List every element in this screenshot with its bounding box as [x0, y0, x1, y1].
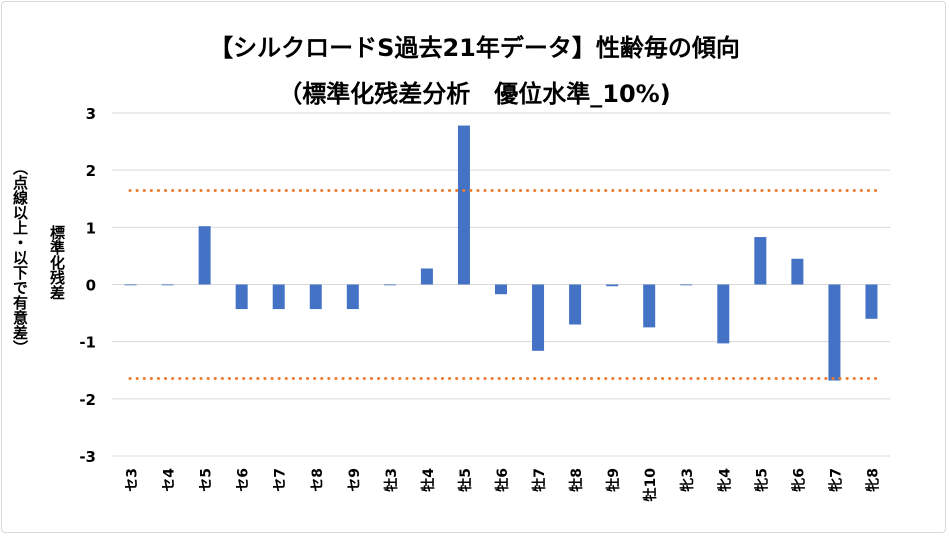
x-tick-label: 牡5	[457, 468, 474, 492]
chart-title: 【シルクロードS過去21年データ】性齢毎の傾向	[209, 34, 740, 62]
bar-セ3	[124, 284, 137, 286]
x-tick-label: 牝7	[827, 468, 844, 492]
x-tick-label: セ9	[347, 468, 363, 492]
x-tick-label: 牝3	[679, 468, 696, 492]
x-tick-label: 牡9	[605, 468, 622, 492]
x-tick-label: セ6	[236, 468, 252, 492]
bar-牝5	[754, 237, 767, 285]
x-tick-label: 牡10	[642, 468, 659, 502]
bar-牡3	[383, 284, 396, 286]
bar-牝8	[865, 284, 878, 319]
bar-セ5	[198, 226, 211, 285]
bar-牡7	[532, 284, 545, 351]
x-tick-label: セ8	[310, 468, 326, 492]
bar-牡4	[420, 268, 433, 285]
x-tick-label: 牝6	[790, 468, 807, 492]
bar-セ6	[235, 284, 248, 310]
bar-牝3	[680, 284, 693, 286]
y-tick-label: 3	[86, 105, 96, 123]
bar-牡9	[606, 284, 619, 287]
y-axis-label: 標準化残差	[48, 225, 66, 300]
x-tick-label: 牝4	[716, 468, 733, 492]
chart-subtitle: （標準化残差分析 優位水準_10%)	[278, 80, 671, 108]
y-tick-label: -1	[79, 334, 96, 352]
y-tick-label: 2	[86, 162, 96, 180]
x-tick-label: 牡3	[383, 468, 400, 492]
x-tick-label: 牡7	[531, 468, 548, 492]
x-tick-label: セ5	[199, 468, 215, 492]
bar-牡6	[495, 284, 507, 295]
bar-セ7	[272, 284, 285, 310]
y-tick-label: 1	[86, 219, 96, 237]
x-tick-label: セ4	[162, 468, 178, 492]
bar-セ9	[346, 284, 359, 310]
y-tick-label: 0	[86, 277, 96, 295]
y-tick-label: -3	[79, 448, 96, 466]
bar-牡10	[643, 284, 656, 328]
bar-牡5	[457, 125, 470, 285]
x-tick-label: 牡4	[420, 468, 437, 492]
bar-牝7	[828, 284, 841, 381]
bar-セ4	[161, 284, 174, 286]
x-tick-label: セ7	[273, 468, 289, 492]
bar-セ8	[309, 284, 322, 310]
bar-牡8	[569, 284, 582, 325]
bar-牝6	[791, 258, 804, 285]
y-axis-label-note: （点線以上・以下で有意差）	[11, 160, 29, 355]
x-tick-label: 牡6	[494, 468, 511, 492]
x-tick-label: セ3	[125, 468, 141, 492]
x-tick-label: 牡8	[568, 468, 585, 492]
x-tick-label: 牝8	[864, 468, 881, 492]
bar-牝4	[717, 284, 730, 344]
y-tick-label: -2	[79, 391, 96, 409]
x-tick-label: 牝5	[753, 468, 770, 492]
